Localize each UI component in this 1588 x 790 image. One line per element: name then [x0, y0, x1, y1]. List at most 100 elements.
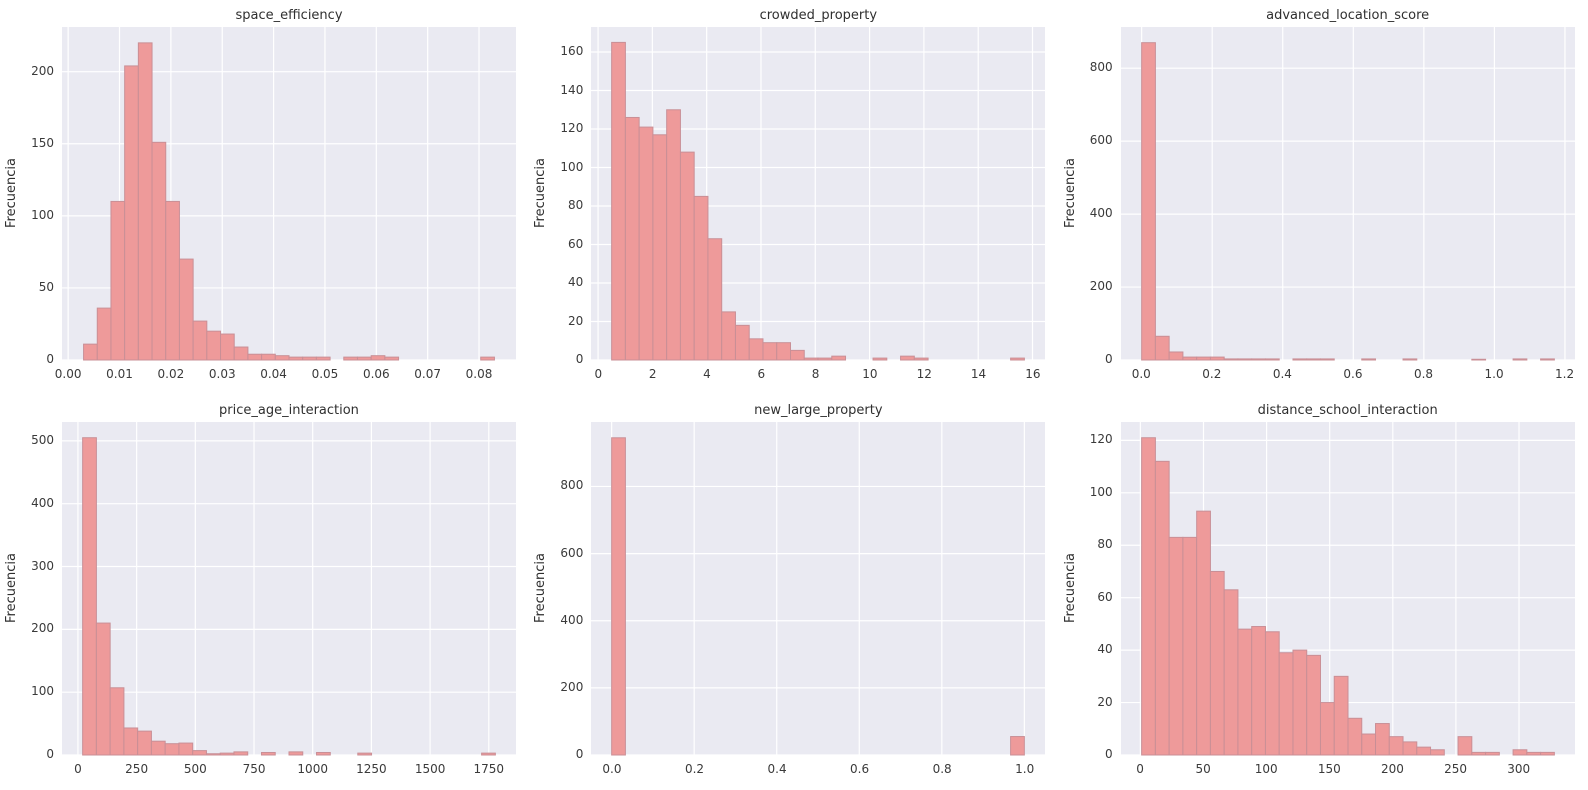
subplot-space-efficiency: space_efficiency Frecuencia 0.00 0.01 0.02… [0, 0, 529, 395]
y-tick-label: 200 [560, 679, 584, 694]
x-tick-label: 0 [594, 367, 603, 381]
y-tick-label: 20 [568, 313, 584, 328]
y-axis-label: Frecuencia [533, 158, 549, 229]
plot-area [1120, 27, 1575, 361]
x-tick-label: 0.8 [932, 762, 952, 776]
x-tick-label: 0 [1136, 762, 1144, 776]
histogram-bars [1120, 27, 1575, 361]
x-tick-label: 0.2 [684, 762, 705, 776]
y-tick-label: 60 [1097, 589, 1113, 604]
x-tick-label: 1500 [414, 762, 446, 776]
y-tick-label: 140 [560, 82, 584, 97]
y-tick-label: 50 [38, 279, 54, 294]
x-tick-label: 1.2 [1555, 367, 1575, 381]
x-tick-label: 750 [242, 762, 266, 776]
subplot-distance-school-interaction: distance_school_interaction Frecuencia 0… [1059, 395, 1588, 790]
x-tick-label: 0.03 [208, 367, 236, 381]
subplot-title: advanced_location_score [1266, 8, 1430, 23]
y-tick-label: 0 [575, 747, 584, 761]
x-tick-label: 150 [1317, 762, 1341, 776]
y-tick-label: 160 [560, 44, 584, 59]
y-tick-label: 500 [31, 432, 54, 447]
subplot-crowded-property: crowded_property Frecuencia 0 2 4 6 8 10 12 14 1… [529, 0, 1058, 395]
y-tick-label: 80 [1097, 537, 1113, 552]
x-tick-label: 6 [757, 367, 766, 381]
y-tick-label: 0 [46, 747, 54, 761]
x-tick-label: 2 [648, 367, 657, 381]
y-tick-label: 800 [560, 478, 584, 493]
plot-area [62, 27, 516, 361]
y-tick-label: 0 [1105, 352, 1113, 366]
x-tick-label: 1750 [473, 762, 505, 776]
y-tick-label: 100 [1089, 484, 1113, 499]
x-tick-label: 0.6 [850, 762, 870, 776]
histogram-bars [62, 422, 516, 756]
y-tick-label: 0 [575, 352, 584, 366]
histogram-bars [591, 422, 1046, 756]
y-tick-label: 300 [31, 558, 54, 573]
x-tick-label: 0.07 [414, 367, 442, 381]
y-tick-label: 120 [560, 121, 584, 136]
y-axis-label: Frecuencia [4, 553, 19, 624]
x-tick-label: 1000 [297, 762, 328, 776]
y-tick-label: 150 [31, 135, 54, 150]
y-tick-label: 400 [1089, 206, 1113, 221]
histogram-bars [591, 27, 1046, 361]
y-tick-label: 600 [560, 545, 584, 560]
y-tick-label: 0 [1105, 747, 1113, 761]
y-axis-label: Frecuencia [533, 553, 549, 624]
x-tick-label: 12 [916, 367, 932, 381]
x-tick-label: 1250 [356, 762, 387, 776]
subplot-price-age-interaction: price_age_interaction Frecuencia 0 250 500… [0, 395, 529, 790]
subplot-title: price_age_interaction [219, 403, 359, 418]
subplot-title: crowded_property [759, 8, 878, 23]
x-tick-label: 250 [125, 762, 149, 776]
y-tick-label: 40 [568, 275, 584, 289]
x-tick-label: 1.0 [1015, 762, 1035, 776]
subplot-new-large-property: new_large_property Frecuencia 0.0 0.2 0.4 0… [529, 395, 1058, 790]
x-tick-label: 8 [811, 367, 820, 381]
x-tick-label: 0.0 [602, 762, 622, 776]
y-tick-label: 40 [1097, 642, 1113, 657]
x-tick-label: 500 [183, 762, 207, 776]
y-tick-label: 400 [560, 612, 584, 627]
x-tick-label: 16 [1025, 367, 1041, 381]
y-tick-label: 400 [31, 495, 54, 510]
x-tick-label: 50 [1195, 762, 1211, 776]
y-tick-label: 200 [1089, 279, 1113, 294]
x-tick-label: 300 [1507, 762, 1531, 776]
x-tick-label: 0.0 [1131, 367, 1151, 381]
subplot-title: space_efficiency [235, 8, 343, 23]
x-tick-label: 200 [1381, 762, 1404, 776]
y-tick-label: 80 [568, 198, 584, 212]
x-tick-label: 0.8 [1413, 367, 1434, 381]
y-tick-label: 120 [1089, 432, 1113, 447]
y-tick-label: 600 [1089, 133, 1113, 148]
plot-area [591, 422, 1046, 756]
x-tick-label: 100 [1254, 762, 1278, 776]
subplot-title: distance_school_interaction [1257, 403, 1438, 418]
y-tick-label: 100 [31, 684, 54, 699]
x-tick-label: 0.4 [1272, 367, 1292, 381]
y-tick-label: 800 [1089, 60, 1113, 75]
subplot-title: new_large_property [754, 403, 883, 418]
x-tick-label: 0 [74, 762, 82, 776]
x-tick-label: 4 [703, 367, 711, 381]
x-tick-label: 14 [970, 367, 987, 381]
x-tick-label: 10 [862, 367, 878, 381]
y-tick-label: 200 [31, 621, 54, 636]
y-tick-label: 20 [1097, 694, 1113, 709]
x-tick-label: 0.01 [106, 367, 133, 381]
x-tick-label: 0.00 [54, 367, 82, 381]
plot-area [591, 27, 1046, 361]
plot-area [62, 422, 516, 756]
histogram-bars [1120, 422, 1575, 756]
x-tick-label: 0.04 [260, 367, 287, 381]
subplot-advanced-location-score: advanced_location_score Frecuencia 0.0 0.… [1059, 0, 1588, 395]
plot-area [1120, 422, 1575, 756]
x-tick-label: 0.06 [362, 367, 390, 381]
x-tick-label: 0.4 [767, 762, 787, 776]
x-tick-label: 0.6 [1343, 367, 1363, 381]
y-tick-label: 0 [46, 352, 54, 366]
x-tick-label: 0.05 [311, 367, 339, 381]
